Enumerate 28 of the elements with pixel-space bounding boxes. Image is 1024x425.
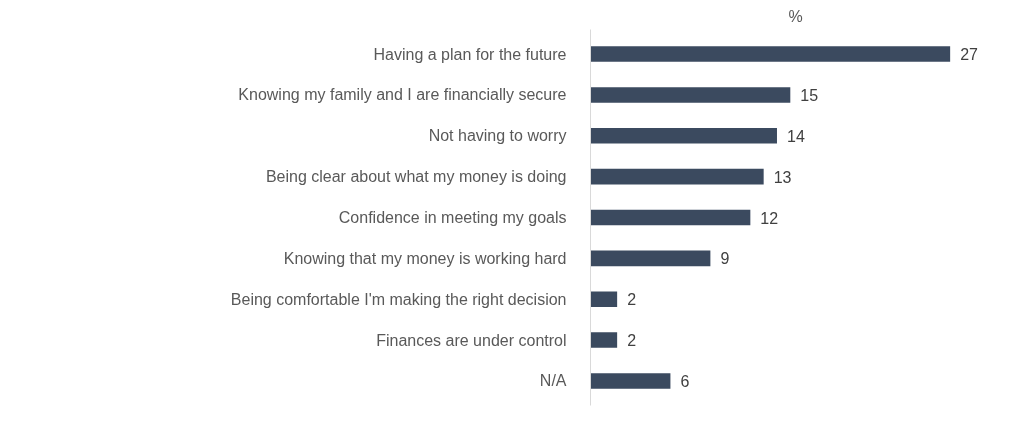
- y-tick-label: Not having to worry: [428, 127, 567, 145]
- bar: [590, 46, 951, 62]
- data-label: 15: [800, 86, 819, 104]
- data-label: 6: [680, 372, 690, 390]
- bar: [590, 168, 764, 185]
- bar: [590, 128, 777, 144]
- data-label: 13: [773, 168, 792, 186]
- data-label: 9: [720, 250, 730, 268]
- bar: [590, 373, 671, 389]
- y-tick-label: Having a plan for the future: [373, 45, 567, 63]
- y-tick-label: Knowing that my money is working hard: [283, 249, 567, 267]
- bar: [590, 250, 711, 267]
- data-label: 2: [627, 291, 637, 309]
- data-label: 2: [627, 332, 637, 350]
- bar: [590, 332, 618, 348]
- data-label: 12: [760, 209, 779, 227]
- bar: [590, 291, 618, 307]
- y-tick-label: Knowing my family and I are financially secure: [238, 86, 567, 104]
- data-label: 14: [786, 127, 805, 145]
- chart-title: %: [788, 7, 803, 25]
- bar: [590, 87, 791, 103]
- y-tick-label: Finances are under control: [376, 331, 567, 349]
- y-tick-label: N/A: [539, 372, 567, 390]
- y-tick-label: Being comfortable I'm making the right decision: [230, 290, 567, 308]
- bar: [590, 209, 751, 226]
- y-tick-label: Confidence in meeting my goals: [338, 209, 567, 226]
- data-label: 27: [960, 46, 979, 64]
- y-tick-label: Being clear about what my money is doing: [265, 168, 567, 186]
